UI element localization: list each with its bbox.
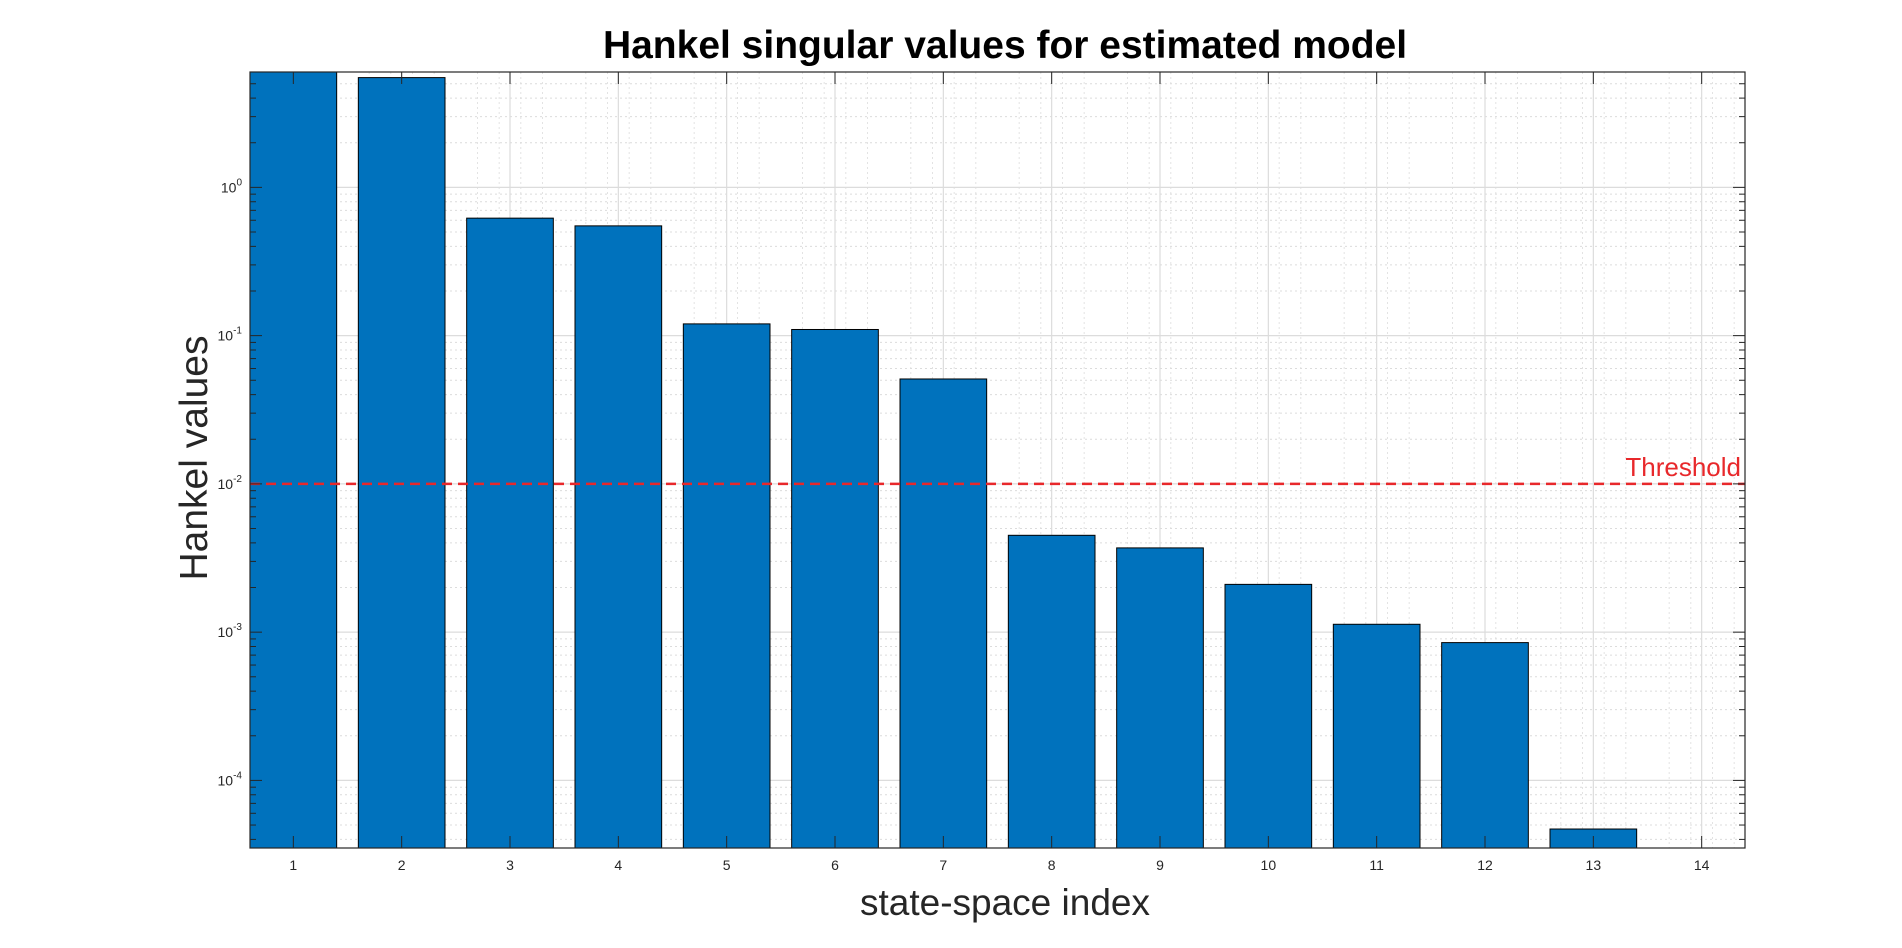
x-tick-label: 7 xyxy=(939,857,947,873)
y-tick-label: 10-2 xyxy=(218,474,243,492)
bar-5 xyxy=(682,323,771,849)
x-tick-label: 6 xyxy=(831,857,839,873)
x-tick-label: 4 xyxy=(614,857,622,873)
x-tick-label: 9 xyxy=(1156,857,1164,873)
x-tick-label: 3 xyxy=(506,857,514,873)
y-tick-base: 10 xyxy=(218,624,234,640)
bar-10 xyxy=(1224,583,1313,849)
bar-6 xyxy=(791,328,879,849)
y-tick-exponent: 0 xyxy=(236,177,242,188)
bar-3 xyxy=(466,217,554,849)
y-tick-label: 10-1 xyxy=(218,326,243,344)
y-tick-base: 10 xyxy=(221,179,237,195)
bar-12 xyxy=(1441,642,1529,849)
x-axis-label: state-space index xyxy=(860,882,1151,923)
y-tick-exponent: -2 xyxy=(233,474,242,485)
y-tick-label: 10-4 xyxy=(218,770,243,788)
y-tick-base: 10 xyxy=(218,328,234,344)
threshold-group: Threshold xyxy=(250,452,1745,486)
threshold-label: Threshold xyxy=(1625,452,1741,482)
bar-11 xyxy=(1332,623,1421,849)
y-tick-base: 10 xyxy=(218,772,234,788)
axes xyxy=(249,71,1746,849)
bar-9 xyxy=(1116,547,1204,849)
y-tick-exponent: -1 xyxy=(233,326,242,337)
bar-2 xyxy=(357,77,446,849)
x-tick-label: 13 xyxy=(1586,857,1602,873)
bar-7 xyxy=(899,378,988,849)
x-tick-label: 10 xyxy=(1261,857,1277,873)
bar-8 xyxy=(1007,534,1096,849)
bar-4 xyxy=(574,225,663,849)
x-tick-label: 1 xyxy=(289,857,297,873)
chart-title: Hankel singular values for estimated mod… xyxy=(603,24,1407,67)
axis-box xyxy=(249,71,1746,849)
x-tick-label: 5 xyxy=(723,857,731,873)
x-tick-label: 2 xyxy=(398,857,406,873)
bar-1 xyxy=(249,71,338,849)
y-tick-label: 100 xyxy=(221,177,243,195)
y-tick-base: 10 xyxy=(218,476,234,492)
bars xyxy=(249,71,1638,849)
x-tick-label: 12 xyxy=(1477,857,1493,873)
x-tick-label: 11 xyxy=(1369,857,1384,873)
y-axis-label: Hankel values xyxy=(173,336,216,581)
y-tick-label: 10-3 xyxy=(218,622,243,640)
x-tick-label: 8 xyxy=(1048,857,1056,873)
y-tick-exponent: -3 xyxy=(233,622,242,633)
y-tick-exponent: -4 xyxy=(233,770,242,781)
x-tick-label: 14 xyxy=(1694,857,1710,873)
